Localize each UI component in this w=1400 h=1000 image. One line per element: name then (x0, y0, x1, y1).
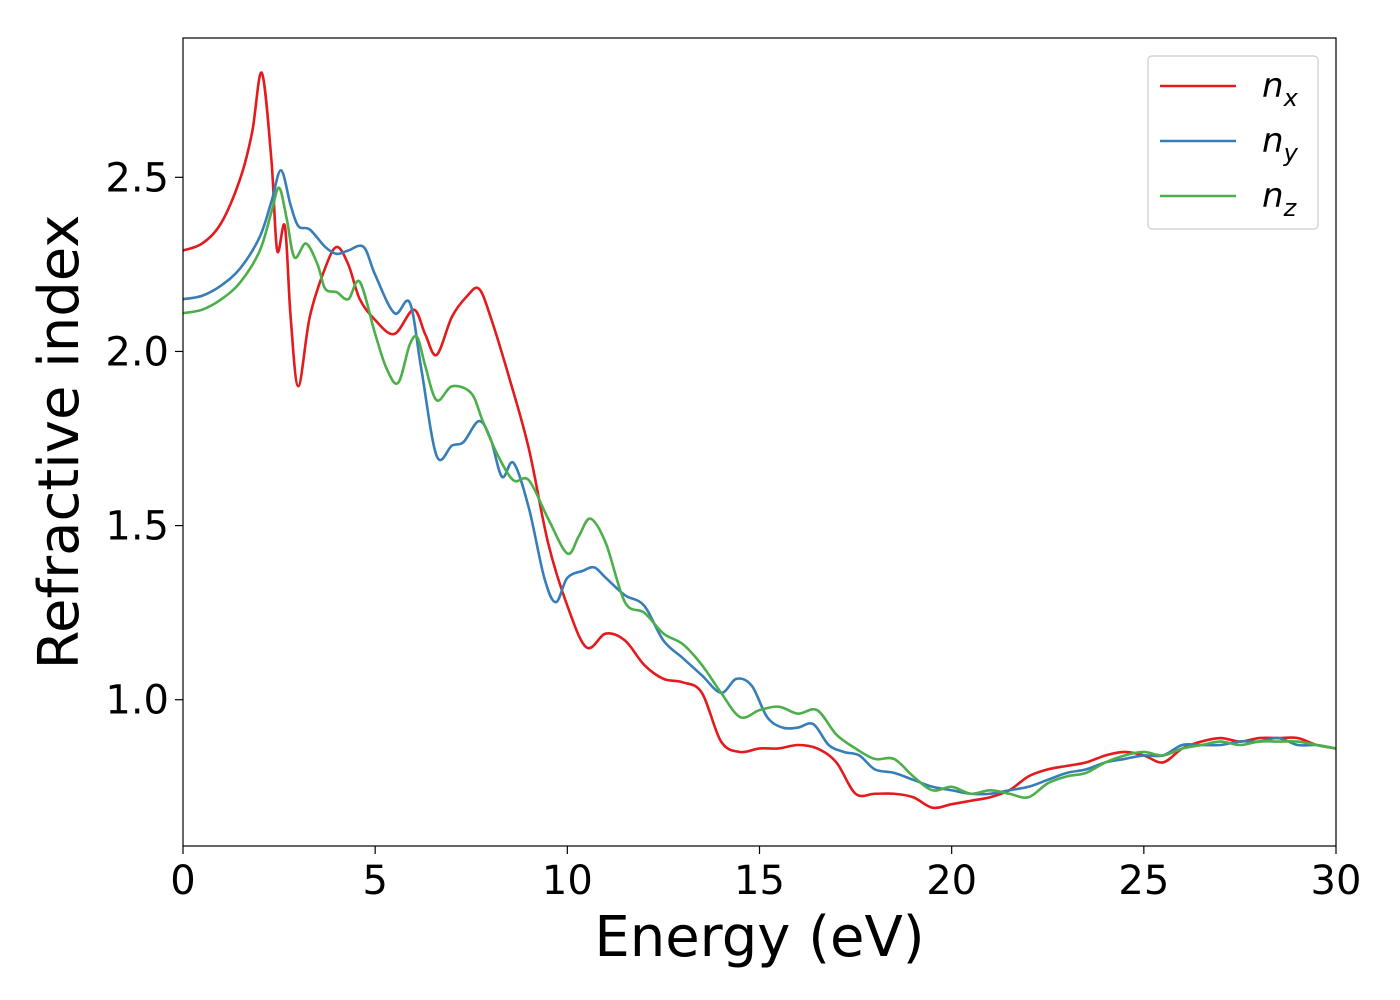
legend-label-nz: nz (1262, 176, 1298, 222)
x-tick-label: 5 (362, 858, 387, 904)
series-line-ny (183, 169, 1336, 796)
x-axis-label: Energy (eV) (594, 905, 924, 970)
series-line-nx (183, 71, 1336, 810)
y-tick-label: 2.5 (105, 155, 169, 201)
legend-box (1147, 55, 1319, 230)
x-axis-ticks: 0 5 10 15 20 25 30 (170, 846, 1361, 904)
y-axis-label: Refractive index (27, 215, 92, 670)
y-axis-ticks: 1.0 1.5 2.0 2.5 (105, 155, 183, 724)
legend: nx ny nz (1147, 55, 1319, 230)
x-tick-label: 25 (1118, 858, 1169, 904)
series-line-nz (183, 186, 1336, 799)
x-tick-label: 20 (926, 858, 977, 904)
legend-label-ny: ny (1262, 121, 1299, 167)
x-tick-label: 15 (734, 858, 785, 904)
x-tick-label: 0 (170, 858, 195, 904)
x-tick-label: 30 (1311, 858, 1362, 904)
y-tick-label: 2.0 (105, 329, 169, 375)
legend-label-nx: nx (1262, 66, 1299, 112)
y-tick-label: 1.5 (105, 504, 169, 550)
series-layer (183, 71, 1336, 810)
y-tick-label: 1.0 (105, 678, 169, 724)
x-tick-label: 10 (542, 858, 593, 904)
